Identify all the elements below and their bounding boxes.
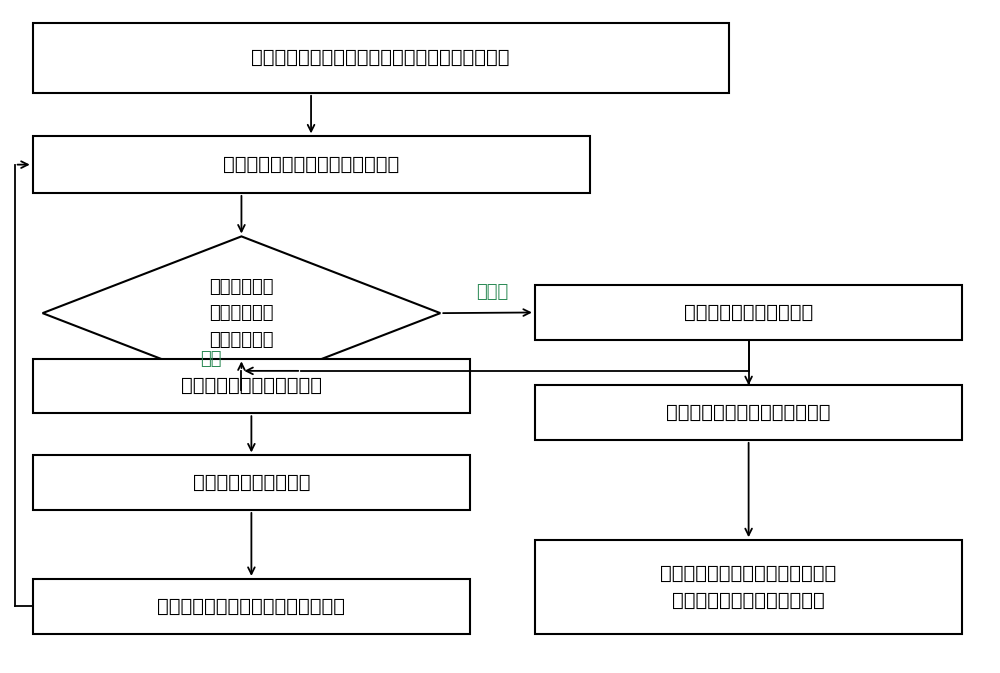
Text: 更新相匹配的高斯模型参数: 更新相匹配的高斯模型参数 [181, 376, 322, 396]
Text: 匹配: 匹配 [200, 349, 222, 367]
Bar [33, 456, 470, 510]
Text: 归一化权值，按大小对高斯模型排序: 归一化权值，按大小对高斯模型排序 [157, 597, 345, 616]
Text: 替换权值最小的高斯模型: 替换权值最小的高斯模型 [684, 303, 813, 322]
Bar [535, 385, 962, 440]
Bar [33, 579, 470, 633]
Polygon shape [43, 236, 440, 390]
Text: 调整各个高斯模型权值: 调整各个高斯模型权值 [193, 473, 310, 492]
Bar [535, 285, 962, 340]
Text: 用当前图像的
每个点和高斯
背景模型比较: 用当前图像的 每个点和高斯 背景模型比较 [209, 278, 274, 349]
Bar [33, 136, 590, 193]
Bar [535, 540, 962, 633]
Text: 读入下一时刻的太阳射电频谱图像: 读入下一时刻的太阳射电频谱图像 [223, 155, 399, 174]
Text: 不匹配: 不匹配 [476, 283, 509, 301]
Text: 获得运动目标区域并进行后处理: 获得运动目标区域并进行后处理 [666, 403, 831, 422]
Text: 运动目标区域为射电爆发区域，提
取该区域用于爆发参数值提取: 运动目标区域为射电爆发区域，提 取该区域用于爆发参数值提取 [660, 564, 837, 610]
Text: 用第１时刻的太阳射电频谱图像初始混合高斯模型: 用第１时刻的太阳射电频谱图像初始混合高斯模型 [251, 48, 510, 67]
Bar [33, 359, 470, 413]
Bar [33, 23, 729, 93]
